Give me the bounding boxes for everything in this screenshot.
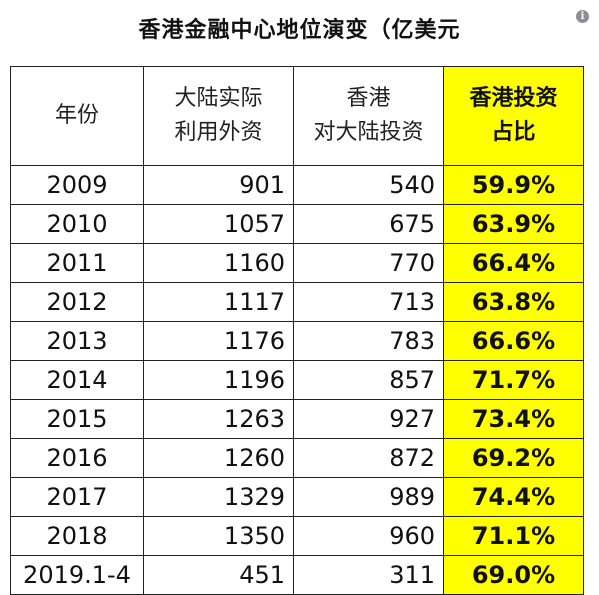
table-row: 2010 1057 675 63.9% [10,204,584,244]
cell-year: 2016 [10,438,144,478]
cell-year: 2014 [10,360,144,400]
header-hk-invest: 香港 对大陆投资 [293,66,444,166]
table-title: 香港金融中心地位演变（亿美元 [138,18,461,43]
table-row: 2011 1160 770 66.4% [10,243,584,283]
info-icon[interactable]: i [576,10,589,23]
header-share: 香港投资 占比 [443,66,584,166]
cell-year: 2015 [10,399,144,439]
cell-share: 73.4% [443,399,584,439]
table-row: 2009 901 540 59.9% [10,165,584,205]
cell-mainland-fdi: 1350 [143,516,294,556]
cell-year: 2011 [10,243,144,283]
cell-hk-invest: 713 [293,282,444,322]
header-share-line2: 占比 [491,120,536,145]
header-hk-invest-line2: 对大陆投资 [313,120,424,145]
cell-share: 69.0% [443,555,584,595]
cell-mainland-fdi: 1329 [143,477,294,517]
cell-hk-invest: 770 [293,243,444,283]
table-row: 2016 1260 872 69.2% [10,438,584,478]
cell-year: 2009 [10,165,144,205]
table-row: 2012 1117 713 63.8% [10,282,584,322]
header-share-line1: 香港投资 [469,86,558,111]
cell-year: 2019.1-4 [10,555,144,595]
cell-mainland-fdi: 1160 [143,243,294,283]
table-row: 2017 1329 989 74.4% [10,477,584,517]
cell-mainland-fdi: 1057 [143,204,294,244]
cell-hk-invest: 872 [293,438,444,478]
cell-hk-invest: 960 [293,516,444,556]
header-mainland-fdi-line2: 利用外资 [174,120,263,145]
cell-year: 2017 [10,477,144,517]
header-mainland-fdi: 大陆实际 利用外资 [143,66,294,166]
cell-year: 2018 [10,516,144,556]
table-row: 2013 1176 783 66.6% [10,321,584,361]
cell-year: 2013 [10,321,144,361]
cell-hk-invest: 783 [293,321,444,361]
cell-mainland-fdi: 1196 [143,360,294,400]
cell-mainland-fdi: 1263 [143,399,294,439]
header-row: 年份 大陆实际 利用外资 香港 对大陆投资 香港投资 占比 [10,66,584,166]
cell-share: 59.9% [443,165,584,205]
cell-share: 63.8% [443,282,584,322]
cell-hk-invest: 927 [293,399,444,439]
table-row: 2014 1196 857 71.7% [10,360,584,400]
header-year: 年份 [10,66,144,166]
cell-hk-invest: 675 [293,204,444,244]
cell-share: 66.4% [443,243,584,283]
cell-hk-invest: 857 [293,360,444,400]
cell-year: 2010 [10,204,144,244]
header-mainland-fdi-line1: 大陆实际 [174,86,263,111]
cell-share: 74.4% [443,477,584,517]
cell-hk-invest: 989 [293,477,444,517]
cell-share: 63.9% [443,204,584,244]
cell-mainland-fdi: 451 [143,555,294,595]
cell-hk-invest: 540 [293,165,444,205]
cell-year: 2012 [10,282,144,322]
cell-hk-invest: 311 [293,555,444,595]
cell-mainland-fdi: 1260 [143,438,294,478]
table-row: 2018 1350 960 71.1% [10,516,584,556]
header-hk-invest-line1: 香港 [346,86,391,111]
cell-share: 69.2% [443,438,584,478]
table-row: 2019.1-4 451 311 69.0% [10,555,584,595]
cell-mainland-fdi: 1176 [143,321,294,361]
cell-mainland-fdi: 1117 [143,282,294,322]
cell-mainland-fdi: 901 [143,165,294,205]
data-table: 年份 大陆实际 利用外资 香港 对大陆投资 香港投资 占比 2009 901 540… [10,66,584,595]
cell-share: 71.7% [443,360,584,400]
cell-share: 71.1% [443,516,584,556]
table-row: 2015 1263 927 73.4% [10,399,584,439]
cell-share: 66.6% [443,321,584,361]
